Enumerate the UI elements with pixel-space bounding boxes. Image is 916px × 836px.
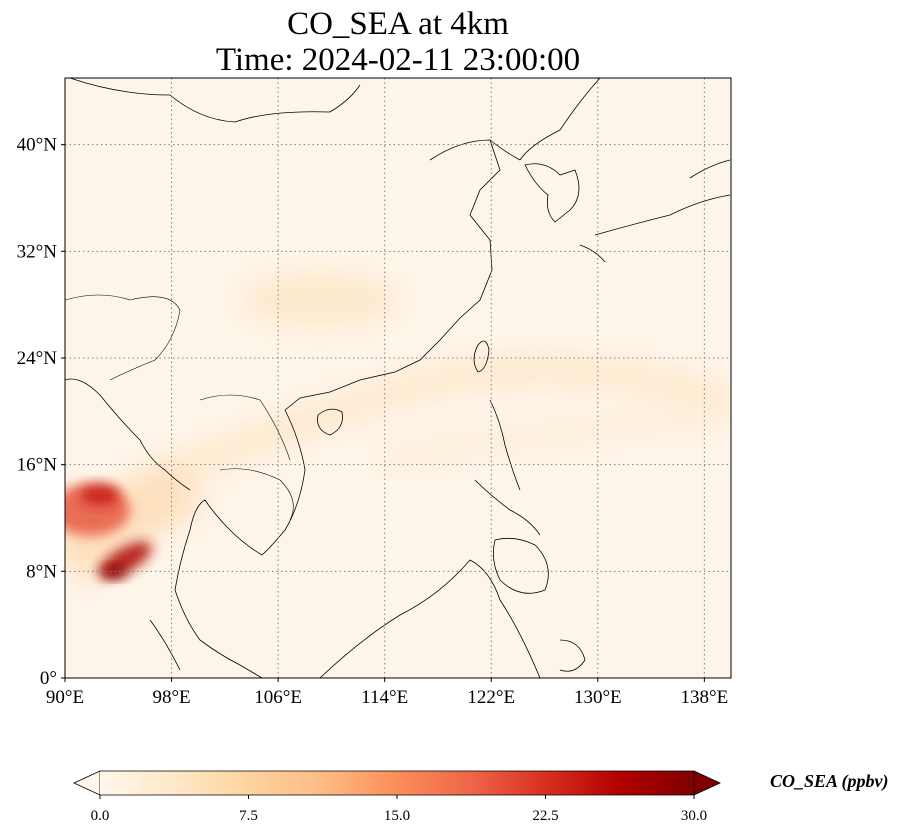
border-north (69, 78, 361, 123)
coast-korea (524, 163, 580, 223)
concentration-field (65, 272, 731, 585)
longitude-axis: 90°E 98°E 106°E 114°E 122°E 130°E 138°E (46, 678, 728, 708)
colorbar: 0.0 7.5 15.0 22.5 30.0 CO_SEA (ppbv) (73, 770, 889, 824)
colorbar-tick-label: 30.0 (681, 808, 707, 824)
colorbar-tick-label: 15.0 (384, 808, 410, 824)
colorbar-extend-min (73, 770, 101, 796)
lat-tick-label: 16°N (17, 455, 58, 476)
coast-vietnam (261, 409, 306, 556)
coast-japan-kyushu (579, 244, 606, 263)
colorbar-tick-label: 0.0 (91, 808, 110, 824)
plume-central-china (240, 272, 400, 328)
lon-tick-label: 138°E (681, 687, 729, 708)
lon-tick-label: 98°E (152, 687, 190, 708)
colorbar-tick-label: 7.5 (239, 808, 258, 824)
lat-tick-label: 32°N (17, 241, 58, 262)
coast-japan-honshu (594, 194, 731, 236)
coast-hainan (317, 408, 343, 436)
lon-tick-label: 122°E (467, 687, 515, 708)
gridlines (65, 78, 731, 678)
hotspot-core-north (80, 485, 120, 505)
colorbar-ticks: 0.0 7.5 15.0 22.5 30.0 (91, 795, 707, 824)
coast-bohai (429, 139, 521, 161)
coast-borneo (319, 559, 541, 678)
map-title: CO_SEA at 4km (287, 6, 509, 42)
coast-russia (519, 78, 601, 161)
hotspot-core-south (103, 566, 127, 578)
border-cambodia (219, 468, 294, 521)
lat-tick-label: 40°N (17, 135, 58, 156)
coast-visayas (474, 479, 541, 536)
latitude-axis: 0° 8°N 16°N 24°N 32°N 40°N (17, 135, 65, 689)
coast-china (284, 139, 501, 411)
border-laos (199, 394, 291, 461)
coast-myanmar (65, 378, 191, 491)
map-panel[interactable] (50, 78, 731, 678)
coast-taiwan (473, 340, 490, 373)
colorbar-gradient (100, 771, 694, 795)
lat-tick-label: 0° (40, 668, 57, 689)
plume-south-china-sea (175, 357, 731, 483)
coast-sulawesi (559, 639, 586, 672)
map-frame (64, 77, 732, 679)
coast-mindanao (492, 537, 549, 594)
coast-japan-north (689, 159, 731, 179)
colorbar-label: CO_SEA (ppbv) (770, 771, 889, 792)
plume-philippine-sea (378, 405, 731, 470)
lat-tick-label: 8°N (26, 561, 57, 582)
border-inland-west (65, 294, 181, 381)
lon-tick-label: 106°E (254, 687, 302, 708)
map-subtitle-time: Time: 2024-02-11 23:00:00 (216, 42, 580, 78)
coast-sumatra (149, 619, 181, 671)
lon-tick-label: 130°E (574, 687, 622, 708)
lon-tick-label: 90°E (46, 687, 84, 708)
coast-thailand-malay (174, 499, 263, 678)
coast-luzon (489, 399, 521, 491)
lon-tick-label: 114°E (361, 687, 408, 708)
colorbar-extend-max (693, 770, 721, 796)
coastlines (65, 78, 731, 678)
lat-tick-label: 24°N (17, 348, 58, 369)
colorbar-tick-label: 22.5 (532, 808, 558, 824)
